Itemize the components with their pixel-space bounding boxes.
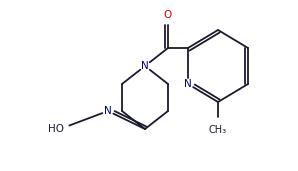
- Text: N: N: [141, 61, 149, 71]
- Text: N: N: [104, 106, 112, 116]
- Text: N: N: [184, 79, 192, 89]
- Text: O: O: [164, 10, 172, 20]
- Text: CH₃: CH₃: [209, 125, 227, 135]
- Text: HO: HO: [48, 124, 64, 134]
